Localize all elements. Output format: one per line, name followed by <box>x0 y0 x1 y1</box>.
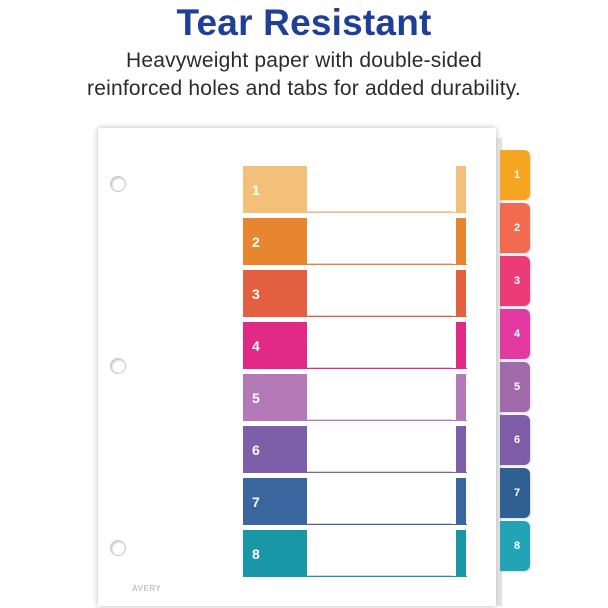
toc-number: 4 <box>252 337 260 354</box>
toc-entry-field[interactable] <box>307 218 453 264</box>
toc-underline <box>243 316 467 317</box>
toc-number-block: 6 <box>243 426 307 473</box>
divider-tab[interactable]: 8 <box>500 521 530 571</box>
tab-number: 6 <box>513 434 521 446</box>
toc-number-block: 2 <box>243 218 307 265</box>
toc-number: 2 <box>252 233 260 250</box>
toc-number: 8 <box>252 545 260 562</box>
toc-number: 7 <box>252 493 260 510</box>
divider-tab[interactable]: 3 <box>500 256 530 306</box>
toc-number: 1 <box>252 181 260 198</box>
tab-number: 8 <box>513 540 521 552</box>
toc-number-block: 5 <box>243 374 307 421</box>
toc-entry-field[interactable] <box>307 166 453 212</box>
tab-number: 1 <box>513 169 521 181</box>
toc-row: 5 <box>243 374 467 421</box>
subtitle-line-1: Heavyweight paper with double-sided <box>125 49 483 72</box>
brand-logo: AVERY <box>132 584 162 593</box>
divider-tab[interactable]: 7 <box>500 468 530 518</box>
headline: Tear Resistant <box>176 2 432 43</box>
toc-number-block: 7 <box>243 478 307 525</box>
toc-number-block: 1 <box>243 166 307 213</box>
tab-number: 5 <box>513 381 521 393</box>
toc-entry-field[interactable] <box>307 322 453 368</box>
toc-underline <box>243 368 467 369</box>
divider-tab[interactable]: 1 <box>500 150 530 200</box>
toc-underline <box>243 472 467 473</box>
toc-row: 4 <box>243 322 467 369</box>
toc-row: 2 <box>243 218 467 265</box>
toc-color-bar <box>456 374 466 421</box>
toc-row: 6 <box>243 426 467 473</box>
toc-color-bar <box>456 426 466 473</box>
punch-hole-top <box>110 176 126 192</box>
toc-color-bar <box>456 218 466 265</box>
toc-number-block: 8 <box>243 530 307 577</box>
toc-underline <box>243 264 467 265</box>
toc-color-bar <box>456 270 466 317</box>
tab-strip <box>496 138 502 606</box>
toc-color-bar <box>456 478 466 525</box>
divider-tab[interactable]: 5 <box>500 362 530 412</box>
toc-entry-field[interactable] <box>307 530 453 576</box>
punch-hole-middle <box>110 358 126 374</box>
toc-entry-field[interactable] <box>307 270 453 316</box>
toc-number-block: 4 <box>243 322 307 369</box>
tab-number: 4 <box>513 328 521 340</box>
tab-number: 2 <box>513 222 521 234</box>
toc-number: 5 <box>252 389 260 406</box>
toc-entry-field[interactable] <box>307 374 453 420</box>
tab-number: 3 <box>513 275 521 287</box>
toc-row: 3 <box>243 270 467 317</box>
divider-tab[interactable]: 4 <box>500 309 530 359</box>
toc-number: 3 <box>252 285 260 302</box>
toc-underline <box>243 420 467 421</box>
toc-row: 7 <box>243 478 467 525</box>
divider-tab[interactable]: 6 <box>500 415 530 465</box>
subtitle-line-2: reinforced holes and tabs for added dura… <box>87 77 521 100</box>
divider-tab[interactable]: 2 <box>500 203 530 253</box>
toc-row: 1 <box>243 166 467 213</box>
toc-entry-field[interactable] <box>307 426 453 472</box>
toc-row: 8 <box>243 530 467 577</box>
toc-color-bar <box>456 322 466 369</box>
toc-color-bar <box>456 166 466 213</box>
toc-underline <box>243 524 467 525</box>
toc-number-block: 3 <box>243 270 307 317</box>
toc-color-bar <box>456 530 466 577</box>
toc-underline <box>243 576 467 577</box>
punch-hole-bottom <box>110 540 126 556</box>
tab-number: 7 <box>513 487 521 499</box>
toc-entry-field[interactable] <box>307 478 453 524</box>
toc-number: 6 <box>252 441 260 458</box>
toc-underline <box>243 212 467 213</box>
